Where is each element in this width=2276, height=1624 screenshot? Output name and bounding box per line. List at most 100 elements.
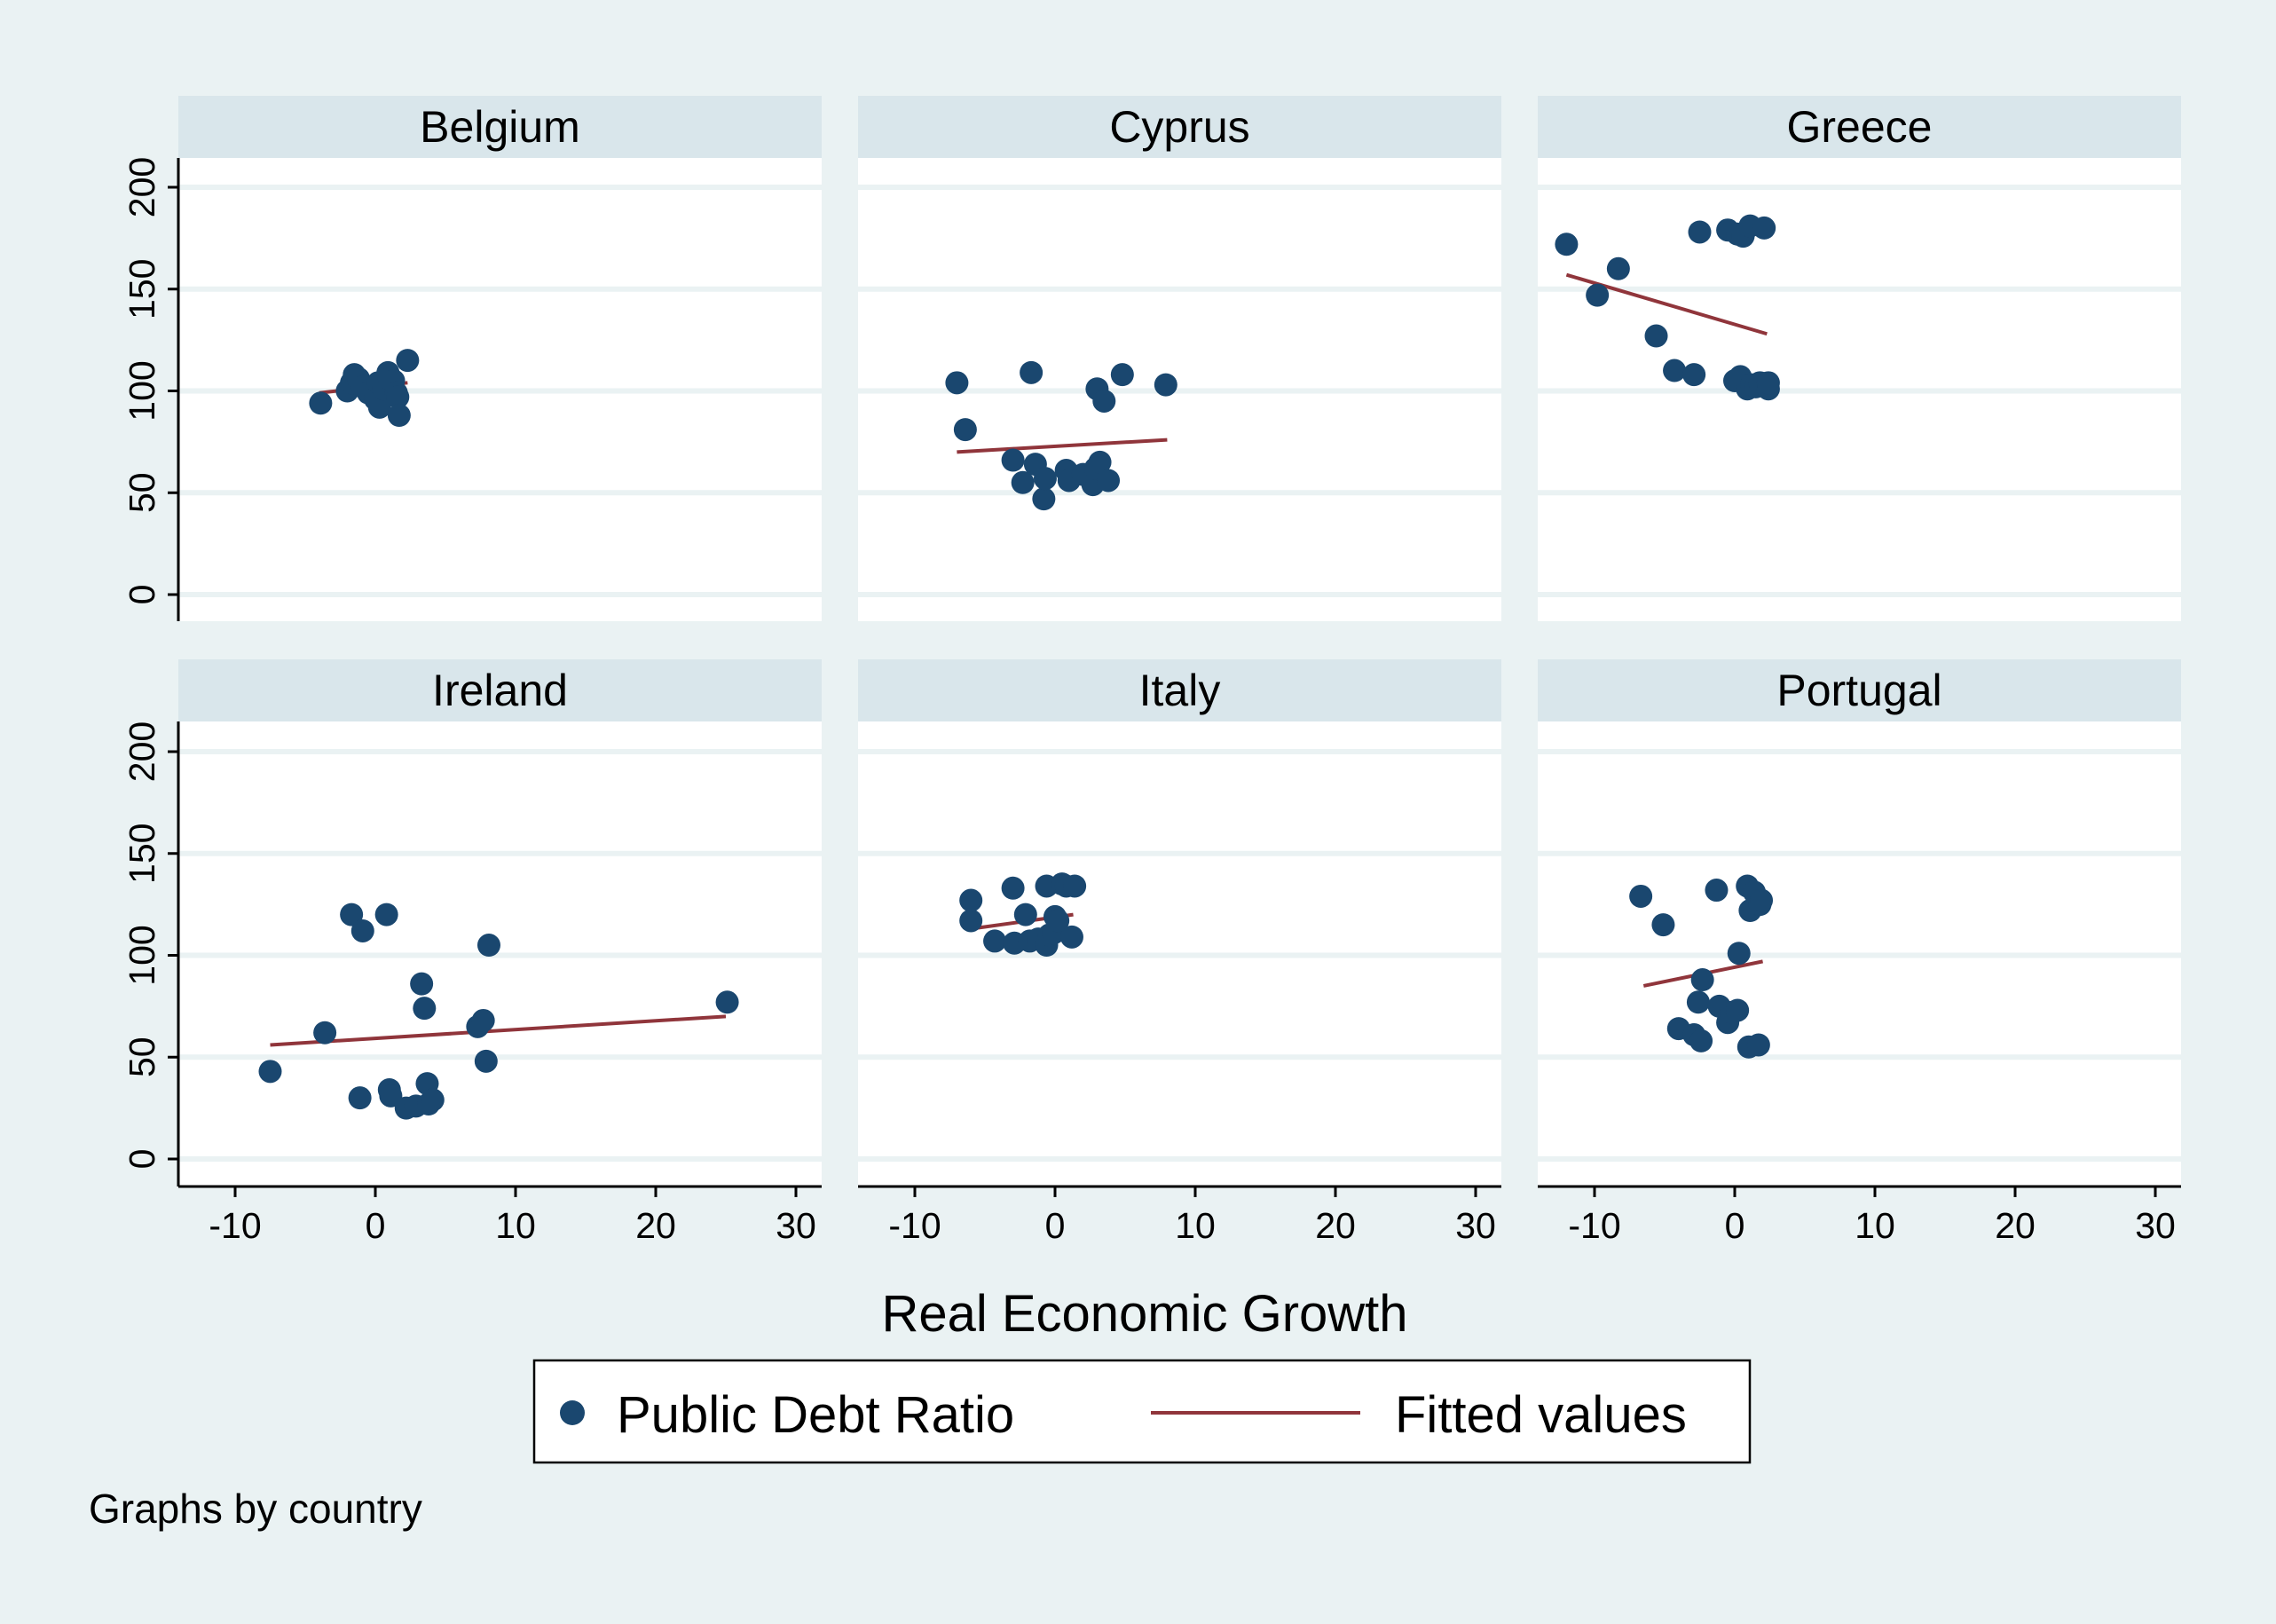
data-point: [1682, 363, 1706, 387]
y-tick-label: 100: [122, 360, 162, 421]
x-tick-label: 20: [1995, 1205, 2036, 1246]
y-tick-label: 200: [122, 721, 162, 782]
data-point: [1750, 888, 1774, 912]
x-tick-label: 30: [2135, 1205, 2176, 1246]
data-point: [367, 395, 391, 419]
panel-strip: [178, 659, 822, 721]
data-point: [945, 371, 969, 395]
data-point: [413, 997, 437, 1021]
x-tick-label: 10: [1855, 1205, 1895, 1246]
x-tick-label: -10: [209, 1205, 261, 1246]
panel-ireland: Ireland 0 50 100 150 200 -10 0 10 20 30: [122, 659, 822, 1246]
data-point: [1092, 389, 1116, 413]
data-point: [421, 1088, 445, 1112]
data-point: [1746, 1033, 1770, 1057]
panel-title: Portugal: [1776, 666, 1941, 715]
data-point: [1644, 324, 1668, 348]
panel-strip: [1538, 659, 2181, 721]
data-point: [1046, 909, 1070, 933]
x-axis-title: Real Economic Growth: [881, 1285, 1407, 1343]
data-point: [1688, 220, 1712, 244]
panel-strip: [858, 659, 1501, 721]
data-point: [1726, 998, 1750, 1022]
data-point: [1088, 450, 1112, 474]
data-point: [379, 1084, 403, 1108]
data-point: [348, 1086, 372, 1110]
data-point: [471, 1008, 495, 1032]
data-point: [1110, 363, 1134, 387]
data-point: [1011, 470, 1035, 494]
data-point: [309, 391, 333, 415]
data-point: [1097, 469, 1121, 493]
data-point: [1752, 216, 1776, 240]
panel-italy: Italy -10 0 10 20 30: [858, 659, 1501, 1246]
data-point: [1663, 359, 1687, 382]
data-point: [1154, 373, 1177, 397]
data-point: [959, 909, 983, 933]
panel-strip: [1538, 96, 2181, 158]
x-axis-title-text: Real Economic Growth: [881, 1285, 1407, 1343]
y-tick-label: 0: [122, 585, 162, 605]
panel-title: Greece: [1787, 102, 1933, 152]
fitted-line: [270, 1014, 727, 1047]
data-point: [1629, 884, 1653, 908]
legend-label-fitted: Fitted values: [1395, 1386, 1687, 1444]
data-point: [983, 929, 1007, 953]
data-point: [474, 1049, 498, 1073]
x-tick-label: 30: [1455, 1205, 1496, 1246]
panel-title: Ireland: [432, 666, 568, 715]
panel-title: Cyprus: [1109, 102, 1249, 152]
legend-label-debt: Public Debt Ratio: [617, 1386, 1014, 1444]
data-point: [1651, 913, 1675, 937]
y-tick-label: 150: [122, 259, 162, 319]
data-point: [387, 404, 411, 428]
panels: Belgium 0 50 100 150 200 Cyprus Greece Ireland 0 5…: [122, 96, 2181, 1246]
legend: Public Debt Ratio Fitted values: [532, 1359, 1752, 1464]
data-point: [1690, 968, 1714, 992]
data-point: [1756, 371, 1780, 395]
data-point: [386, 385, 410, 409]
data-point: [313, 1021, 337, 1045]
data-point: [1689, 1029, 1713, 1052]
y-tick-label: 50: [122, 472, 162, 513]
data-point: [1032, 487, 1056, 511]
x-tick-label: -10: [888, 1205, 941, 1246]
footnote: Graphs by country: [89, 1486, 422, 1532]
data-point: [959, 888, 983, 912]
x-tick-label: 30: [776, 1205, 816, 1246]
data-point: [476, 934, 500, 958]
panel-portugal: Portugal -10 0 10 20 30: [1538, 659, 2181, 1246]
data-point: [1705, 879, 1729, 903]
data-point: [1555, 233, 1579, 256]
data-point: [1686, 990, 1710, 1014]
data-point: [1727, 942, 1751, 966]
y-tick-label: 150: [122, 824, 162, 884]
x-tick-label: -10: [1568, 1205, 1620, 1246]
data-point: [1063, 874, 1087, 898]
data-point: [1033, 467, 1057, 491]
data-point: [1059, 925, 1083, 949]
x-tick-label: 0: [366, 1205, 386, 1246]
panel-strip: [178, 96, 822, 158]
x-tick-label: 0: [1045, 1205, 1066, 1246]
data-point: [1001, 876, 1025, 900]
panel-greece: Greece: [1538, 96, 2181, 621]
data-point: [410, 972, 434, 996]
data-point: [953, 418, 977, 442]
data-point: [340, 903, 364, 926]
legend-box: [532, 1359, 1752, 1464]
y-tick-label: 200: [122, 157, 162, 217]
data-point: [396, 349, 420, 373]
y-tick-label: 100: [122, 925, 162, 985]
x-tick-label: 20: [635, 1205, 676, 1246]
fitted-line: [957, 438, 1168, 454]
data-point: [1586, 283, 1610, 307]
data-point: [1020, 360, 1043, 384]
x-tick-label: 0: [1725, 1205, 1745, 1246]
y-tick-label: 0: [122, 1149, 162, 1170]
data-point: [715, 990, 739, 1014]
panel-belgium: Belgium 0 50 100 150 200: [122, 96, 822, 621]
data-point: [258, 1060, 282, 1084]
panel-title: Belgium: [420, 102, 580, 152]
